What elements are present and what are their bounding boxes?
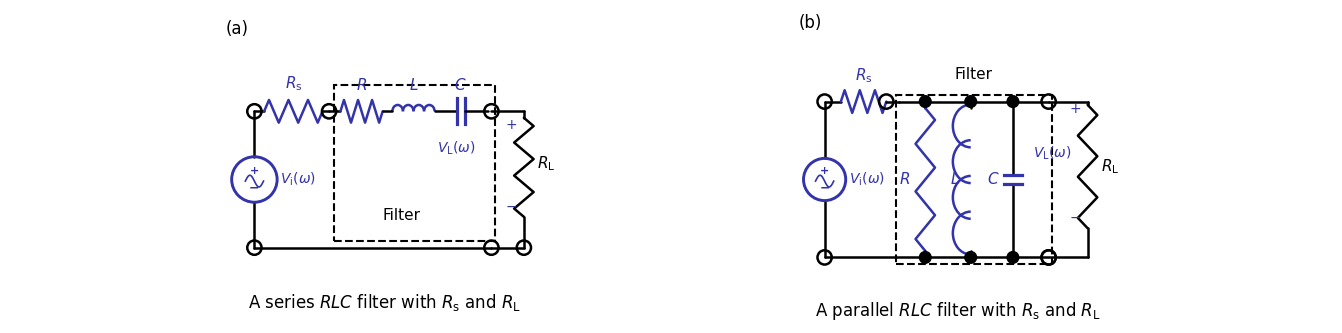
- Circle shape: [965, 251, 977, 263]
- Bar: [896, 95, 1052, 264]
- Text: $V_\mathrm{L}(\omega)$: $V_\mathrm{L}(\omega)$: [1033, 145, 1071, 162]
- Text: +: +: [1070, 102, 1082, 116]
- Text: $R_\mathrm{L}$: $R_\mathrm{L}$: [537, 155, 556, 173]
- Text: (a): (a): [225, 20, 248, 38]
- Text: −: −: [506, 199, 518, 213]
- Circle shape: [1006, 96, 1019, 108]
- Text: $R$: $R$: [899, 171, 911, 187]
- Circle shape: [1006, 251, 1019, 263]
- Circle shape: [965, 96, 977, 108]
- Text: +: +: [820, 166, 829, 176]
- Text: A parallel $\mathit{RLC}$ filter with $R_\mathrm{s}$ and $R_\mathrm{L}$: A parallel $\mathit{RLC}$ filter with $R…: [815, 300, 1100, 322]
- Text: −: −: [1070, 211, 1082, 225]
- Bar: [334, 85, 495, 241]
- Circle shape: [919, 96, 931, 108]
- Text: $R_\mathrm{L}$: $R_\mathrm{L}$: [1100, 157, 1119, 176]
- Text: (b): (b): [798, 14, 823, 32]
- Text: $V_\mathrm{i}(\omega)$: $V_\mathrm{i}(\omega)$: [849, 171, 884, 188]
- Text: Filter: Filter: [956, 67, 993, 82]
- Text: +: +: [250, 166, 259, 176]
- Text: $R_\mathrm{s}$: $R_\mathrm{s}$: [285, 75, 302, 94]
- Text: −: −: [820, 181, 829, 194]
- Text: $R_\mathrm{s}$: $R_\mathrm{s}$: [855, 67, 872, 85]
- Text: $L$: $L$: [409, 78, 419, 94]
- Text: $C$: $C$: [455, 78, 467, 94]
- Text: A series $\mathit{RLC}$ filter with $R_\mathrm{s}$ and $R_\mathrm{L}$: A series $\mathit{RLC}$ filter with $R_\…: [248, 292, 521, 313]
- Text: Filter: Filter: [382, 208, 420, 223]
- Text: $C$: $C$: [988, 171, 1000, 187]
- Text: +: +: [506, 118, 518, 132]
- Circle shape: [919, 251, 931, 263]
- Text: $V_\mathrm{i}(\omega)$: $V_\mathrm{i}(\omega)$: [280, 171, 317, 188]
- Text: $L$: $L$: [950, 171, 960, 187]
- Text: −: −: [250, 181, 259, 194]
- Text: $R$: $R$: [356, 78, 368, 94]
- Text: $V_\mathrm{L}(\omega)$: $V_\mathrm{L}(\omega)$: [436, 139, 475, 157]
